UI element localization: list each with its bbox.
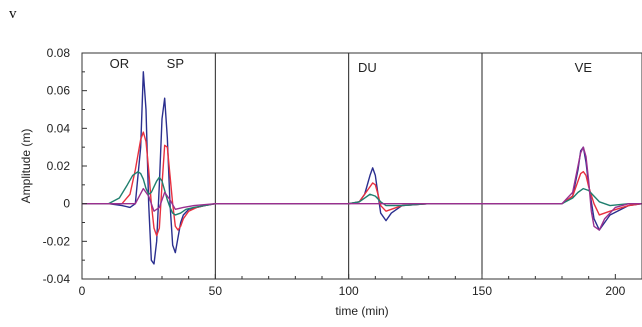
grid-lines: [214, 53, 483, 279]
x-tick-label: 200: [605, 284, 625, 298]
series-group: [82, 71, 642, 265]
x-axis-label: time (min): [335, 304, 388, 318]
series-line-2: [82, 131, 642, 237]
x-tick-label: 0: [79, 284, 86, 298]
y-tick-label: 0.06: [47, 84, 71, 98]
y-tick-label: 0: [63, 197, 70, 211]
y-axis-label: Amplitude (m): [19, 129, 33, 204]
x-tick-label: 150: [472, 284, 492, 298]
x-tick-label: 50: [209, 284, 223, 298]
plot-frame: [81, 52, 642, 280]
y-tick-label: 0.02: [47, 159, 71, 173]
y-tick-label: 0.08: [47, 46, 71, 60]
x-tick-label: 100: [339, 284, 359, 298]
y-tick-label: -0.02: [43, 234, 71, 248]
series-line-1: [82, 71, 642, 265]
annotation-or: OR: [110, 56, 130, 71]
y-tick-label: -0.04: [43, 272, 71, 286]
annotation-sp: SP: [167, 56, 184, 71]
annotation-ve: VE: [575, 60, 593, 75]
annotations: OR SP DU VE: [110, 56, 593, 75]
panel-letter: v: [9, 6, 17, 22]
series-line-4: [82, 146, 642, 231]
axis-ticks: 0 50 100 150 200 -0.04 -0.02 0 0.02 0.04 0.06 0.08: [43, 46, 626, 298]
annotation-du: DU: [358, 60, 377, 75]
y-tick-label: 0.04: [47, 121, 71, 135]
